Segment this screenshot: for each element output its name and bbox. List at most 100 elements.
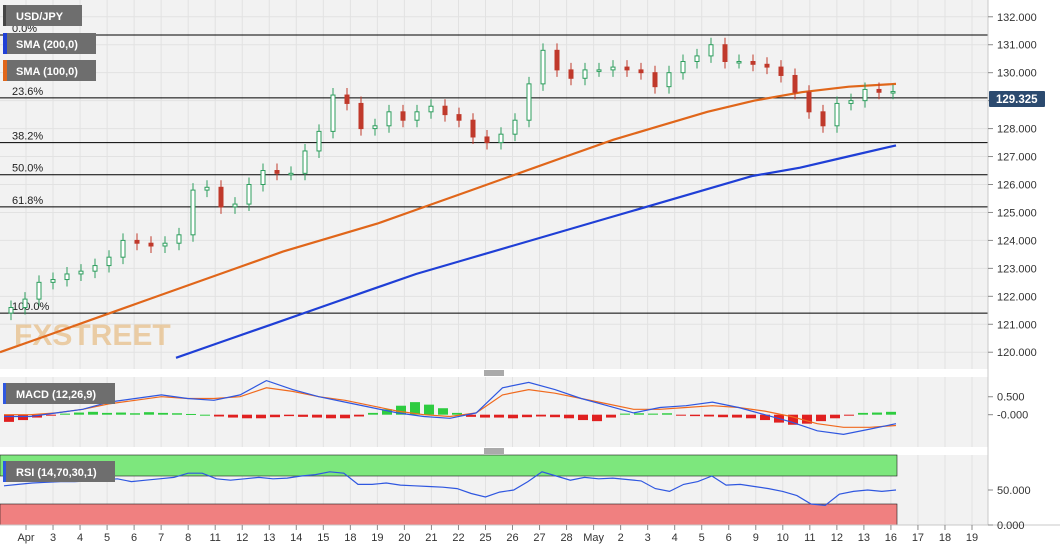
sma100-legend[interactable]: SMA (100,0) bbox=[3, 60, 96, 81]
panel-splitter-handle[interactable] bbox=[484, 370, 504, 376]
macd-histogram-bar bbox=[18, 414, 28, 421]
macd-histogram-bar bbox=[354, 414, 364, 417]
macd-histogram-bar bbox=[732, 414, 742, 418]
macd-histogram-bar bbox=[816, 414, 826, 422]
macd-series bbox=[4, 379, 897, 436]
candle-body bbox=[190, 189, 196, 236]
y-tick-label: 127.000 bbox=[997, 152, 1037, 164]
moving-averages bbox=[0, 82, 897, 359]
candle-body bbox=[862, 88, 868, 102]
sma200-legend[interactable]: SMA (200,0) bbox=[3, 33, 96, 54]
x-tick-label: 19 bbox=[371, 532, 383, 544]
macd-histogram-bar bbox=[396, 405, 406, 415]
macd-histogram-bar bbox=[494, 414, 504, 418]
y-tick-label: 126.000 bbox=[997, 180, 1037, 192]
candle-body bbox=[330, 94, 336, 132]
macd-histogram-bar bbox=[214, 414, 224, 417]
candle-body bbox=[638, 69, 644, 74]
candle-body bbox=[288, 172, 294, 176]
svg-text:USD/JPY: USD/JPY bbox=[16, 11, 64, 23]
candle-body bbox=[890, 91, 896, 94]
macd-histogram-bar bbox=[662, 413, 672, 415]
macd-histogram-bar bbox=[200, 414, 210, 416]
candle-body bbox=[92, 265, 98, 272]
macd-histogram-bar bbox=[116, 412, 126, 415]
symbol-label[interactable]: USD/JPY bbox=[3, 5, 82, 26]
candle-body bbox=[792, 74, 798, 93]
macd-histogram-bar bbox=[382, 409, 392, 415]
candle-body bbox=[414, 111, 420, 121]
x-tick-label: 12 bbox=[831, 532, 843, 544]
x-tick-label: 8 bbox=[185, 532, 191, 544]
macd-line bbox=[4, 379, 897, 436]
svg-text:SMA (100,0): SMA (100,0) bbox=[16, 66, 78, 78]
rsi-overbought-zone bbox=[0, 454, 898, 477]
candle-body bbox=[120, 239, 126, 258]
macd-histogram-bar bbox=[368, 412, 378, 415]
candle-body bbox=[344, 94, 350, 104]
macd-panel bbox=[0, 377, 988, 447]
candle-body bbox=[806, 91, 812, 113]
rsi-line bbox=[3, 471, 897, 507]
panel-splitter-handle[interactable] bbox=[484, 448, 504, 454]
candle-body bbox=[442, 105, 448, 116]
candle-body bbox=[176, 234, 182, 244]
rsi-legend[interactable]: RSI (14,70,30,1) bbox=[3, 461, 115, 482]
x-tick-label: 27 bbox=[533, 532, 545, 544]
x-tick-label: 20 bbox=[398, 532, 410, 544]
x-tick-label: 12 bbox=[236, 532, 248, 544]
candle-body bbox=[302, 150, 308, 174]
candle-body bbox=[274, 170, 280, 174]
x-tick-label: 6 bbox=[726, 532, 732, 544]
y-axis: 132.000131.000130.000129.000128.000127.0… bbox=[988, 12, 1037, 532]
macd-histogram-bar bbox=[144, 412, 154, 415]
candle-body bbox=[876, 88, 882, 93]
candle-body bbox=[204, 186, 210, 191]
candle-body bbox=[162, 242, 168, 247]
x-tick-label: 26 bbox=[506, 532, 518, 544]
macd-histogram-bar bbox=[74, 412, 84, 415]
y-tick-label: 0.000 bbox=[997, 520, 1025, 532]
candle-body bbox=[22, 298, 28, 309]
candle-body bbox=[596, 69, 602, 72]
macd-histogram-bar bbox=[130, 413, 140, 415]
macd-histogram-bar bbox=[284, 414, 294, 417]
fibonacci-label: 38.2% bbox=[12, 131, 43, 143]
macd-histogram-bar bbox=[480, 414, 490, 418]
candle-body bbox=[8, 307, 14, 314]
macd-histogram-bar bbox=[606, 414, 616, 418]
last-price-tag: 129.325 bbox=[989, 91, 1045, 107]
svg-text:129.325: 129.325 bbox=[996, 94, 1038, 106]
sma100-line bbox=[0, 82, 897, 354]
macd-histogram-bar bbox=[886, 411, 896, 415]
svg-text:SMA (200,0): SMA (200,0) bbox=[16, 39, 78, 51]
x-tick-label: 5 bbox=[104, 532, 110, 544]
x-tick-label: 19 bbox=[966, 532, 978, 544]
x-tick-label: 15 bbox=[317, 532, 329, 544]
candle-body bbox=[610, 66, 616, 71]
x-tick-label: 11 bbox=[209, 532, 220, 544]
macd-histogram-bar bbox=[466, 414, 476, 417]
candle-body bbox=[512, 119, 518, 135]
candle-body bbox=[246, 184, 252, 205]
candle-body bbox=[260, 170, 266, 185]
x-tick-label: 18 bbox=[939, 532, 951, 544]
fibonacci-label: 61.8% bbox=[12, 195, 43, 207]
fibonacci-levels: 0.0%23.6%38.2%50.0%61.8%100.0% bbox=[0, 23, 988, 314]
x-tick-label: 13 bbox=[858, 532, 870, 544]
candle-body bbox=[148, 242, 154, 247]
x-axis: Apr 3 4 5 6 7 8 11 12 13 14 15 18 19 20 21 22 25 26 27 28 May… bbox=[17, 525, 978, 544]
candle-body bbox=[484, 136, 490, 144]
macd-histogram-bar bbox=[536, 414, 546, 417]
y-tick-label: 120.000 bbox=[997, 347, 1037, 359]
macd-histogram-bar bbox=[256, 414, 266, 419]
y-tick-label: 121.000 bbox=[997, 319, 1037, 331]
macd-legend[interactable]: MACD (12,26,9) bbox=[3, 383, 115, 404]
candle-body bbox=[36, 281, 42, 300]
x-tick-label: 18 bbox=[344, 532, 356, 544]
fibonacci-label: 50.0% bbox=[12, 163, 43, 175]
macd-histogram-bar bbox=[60, 413, 70, 415]
grid bbox=[0, 0, 988, 525]
